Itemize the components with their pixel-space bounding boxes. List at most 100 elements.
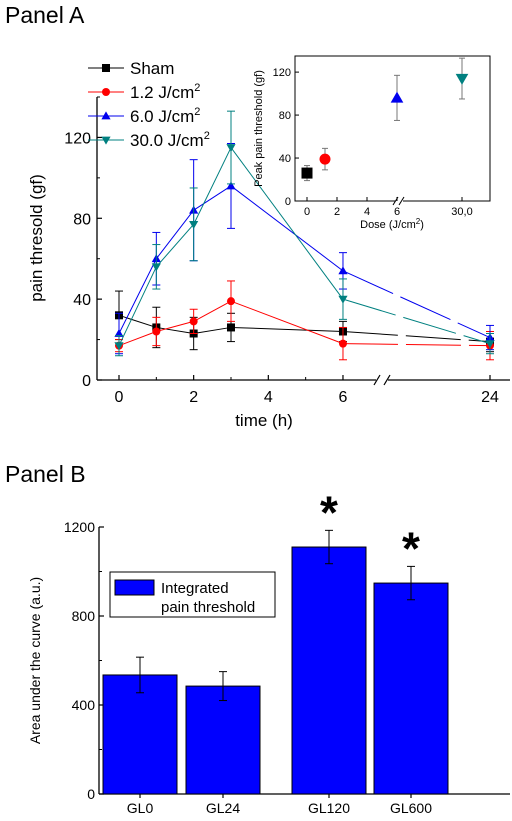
panel-b-y-tick-label: 400 [72, 697, 96, 713]
series-line-segment [118, 266, 157, 346]
series-line-segment [230, 185, 344, 272]
inset-frame [294, 55, 491, 202]
bar-error-bar [407, 565, 415, 601]
panel-b-x-tick-label: GL600 [390, 800, 432, 816]
legend-swatch [114, 579, 155, 596]
series-line-segment [118, 314, 157, 328]
data-point [226, 181, 236, 190]
data-point [114, 342, 124, 351]
inset-y-label: Peak pain threshold (gf) [253, 70, 265, 187]
panel-a-axis-break [383, 374, 391, 386]
panel-a-y-tick-label: 120 [64, 130, 91, 147]
panel-a-y-tick-label: 0 [82, 373, 91, 390]
inset-axis-break [398, 196, 405, 206]
data-point [226, 323, 235, 332]
series-line-segment [156, 320, 194, 332]
data-point [151, 263, 161, 272]
panel-b-y-tick-label: 1200 [64, 519, 95, 535]
legend-label: 30.0 J/cm2 [130, 130, 210, 150]
series-1 [115, 290, 494, 353]
panel-b-y-label: Area under the curve (a.u.) [27, 577, 43, 744]
panel-a-x-tick-label: 24 [481, 389, 499, 406]
series-line-segment [118, 258, 157, 334]
significance-star: * [320, 486, 338, 538]
panel-a-axis-break [373, 374, 381, 386]
inset-data-point [455, 73, 469, 85]
panel-b-legend: Integrated pain threshold [109, 571, 276, 618]
panel-b-x-tick-label: GL120 [308, 800, 350, 816]
series-line-segment [193, 147, 232, 225]
series-line-segment [118, 331, 157, 347]
panel-a-y-tick-label: 80 [73, 211, 91, 228]
panel-b-title: Panel B [5, 461, 86, 487]
inset-y-tick-label: 0 [285, 196, 291, 208]
series-line-segment [342, 343, 491, 347]
series-line-segment [155, 224, 195, 268]
inset-axis-break-gap [395, 197, 403, 205]
inset-data-point [319, 153, 331, 165]
panel-b-x-tick-label: GL24 [206, 800, 240, 816]
panel-b-y-tick-label: 800 [72, 608, 96, 624]
panel-a-title: Panel A [5, 2, 85, 28]
series-line-segment [230, 300, 344, 345]
bar-error-bar [219, 671, 227, 702]
series-line-segment [193, 185, 232, 211]
inset-x-tick-label: 30,0 [451, 206, 472, 218]
inset-x-tick-label: 6 [394, 206, 400, 218]
series-2 [115, 280, 494, 361]
panel-a-y-label: pain thresold (gf) [27, 174, 46, 302]
legend-marker [101, 111, 111, 120]
series-line-segment [342, 298, 491, 345]
inset-y-tick-label: 40 [279, 153, 291, 165]
panel-a-x-label: time (h) [235, 411, 293, 430]
panel-b-y-tick-label: 0 [87, 786, 95, 802]
bar-error-bar [325, 529, 333, 565]
data-point [152, 327, 161, 336]
legend-label: Sham [130, 59, 174, 78]
panel-a-x-tick-label: 6 [339, 389, 348, 406]
inset-x-tick-label: 4 [364, 206, 370, 218]
series-line-segment [230, 147, 344, 300]
legend-label: 1.2 J/cm2 [130, 82, 200, 102]
bar-gl600 [373, 582, 449, 795]
series-line-segment [342, 330, 491, 343]
panel-b-chart: 0 400 800 1200 Area under the curve (a.u.) GL… [27, 486, 510, 816]
data-point [226, 144, 236, 153]
panel-a-x-tick-label: 2 [189, 389, 198, 406]
legend-marker [102, 88, 110, 96]
panel-a-y-tick-label: 40 [73, 292, 91, 309]
panel-b-x-tick-label: GL0 [127, 800, 154, 816]
legend-label-line1: Integrated [161, 580, 229, 597]
data-point [338, 295, 348, 304]
legend-marker [101, 136, 111, 145]
data-point [338, 266, 348, 275]
panel-a-inset-chart: 0 40 80 120 0 2 4 6 30,0 Dose (J/cm2) Peak pain th… [253, 55, 491, 231]
inset-data-point [301, 167, 313, 179]
inset-x-tick-label: 2 [334, 206, 340, 218]
inset-data-point [390, 91, 404, 103]
bar-gl0 [102, 674, 178, 795]
inset-x-tick-label: 0 [304, 206, 310, 218]
data-point [114, 328, 124, 337]
legend-marker [102, 64, 110, 72]
data-point [485, 340, 495, 349]
data-point [189, 317, 198, 326]
inset-x-label: Dose (J/cm2) [360, 217, 424, 231]
series-4 [114, 110, 495, 357]
legend-label: 6.0 J/cm2 [130, 106, 200, 126]
series-line-segment [230, 326, 343, 332]
panel-a-legend: Sham 1.2 J/cm2 6.0 J/cm2 30.0 J/cm2 [88, 59, 210, 150]
series-line-segment [193, 300, 232, 322]
data-point [338, 339, 347, 348]
series-line-segment [193, 326, 232, 335]
panel-a-x-tick-label: 0 [115, 389, 124, 406]
data-point [189, 220, 199, 229]
bar-gl120 [291, 546, 367, 795]
significance-star: * [402, 522, 420, 574]
series-line-segment [155, 209, 195, 260]
inset-y-tick-label: 120 [273, 67, 291, 79]
inset-y-tick-label: 80 [279, 110, 291, 122]
data-point [226, 297, 235, 306]
